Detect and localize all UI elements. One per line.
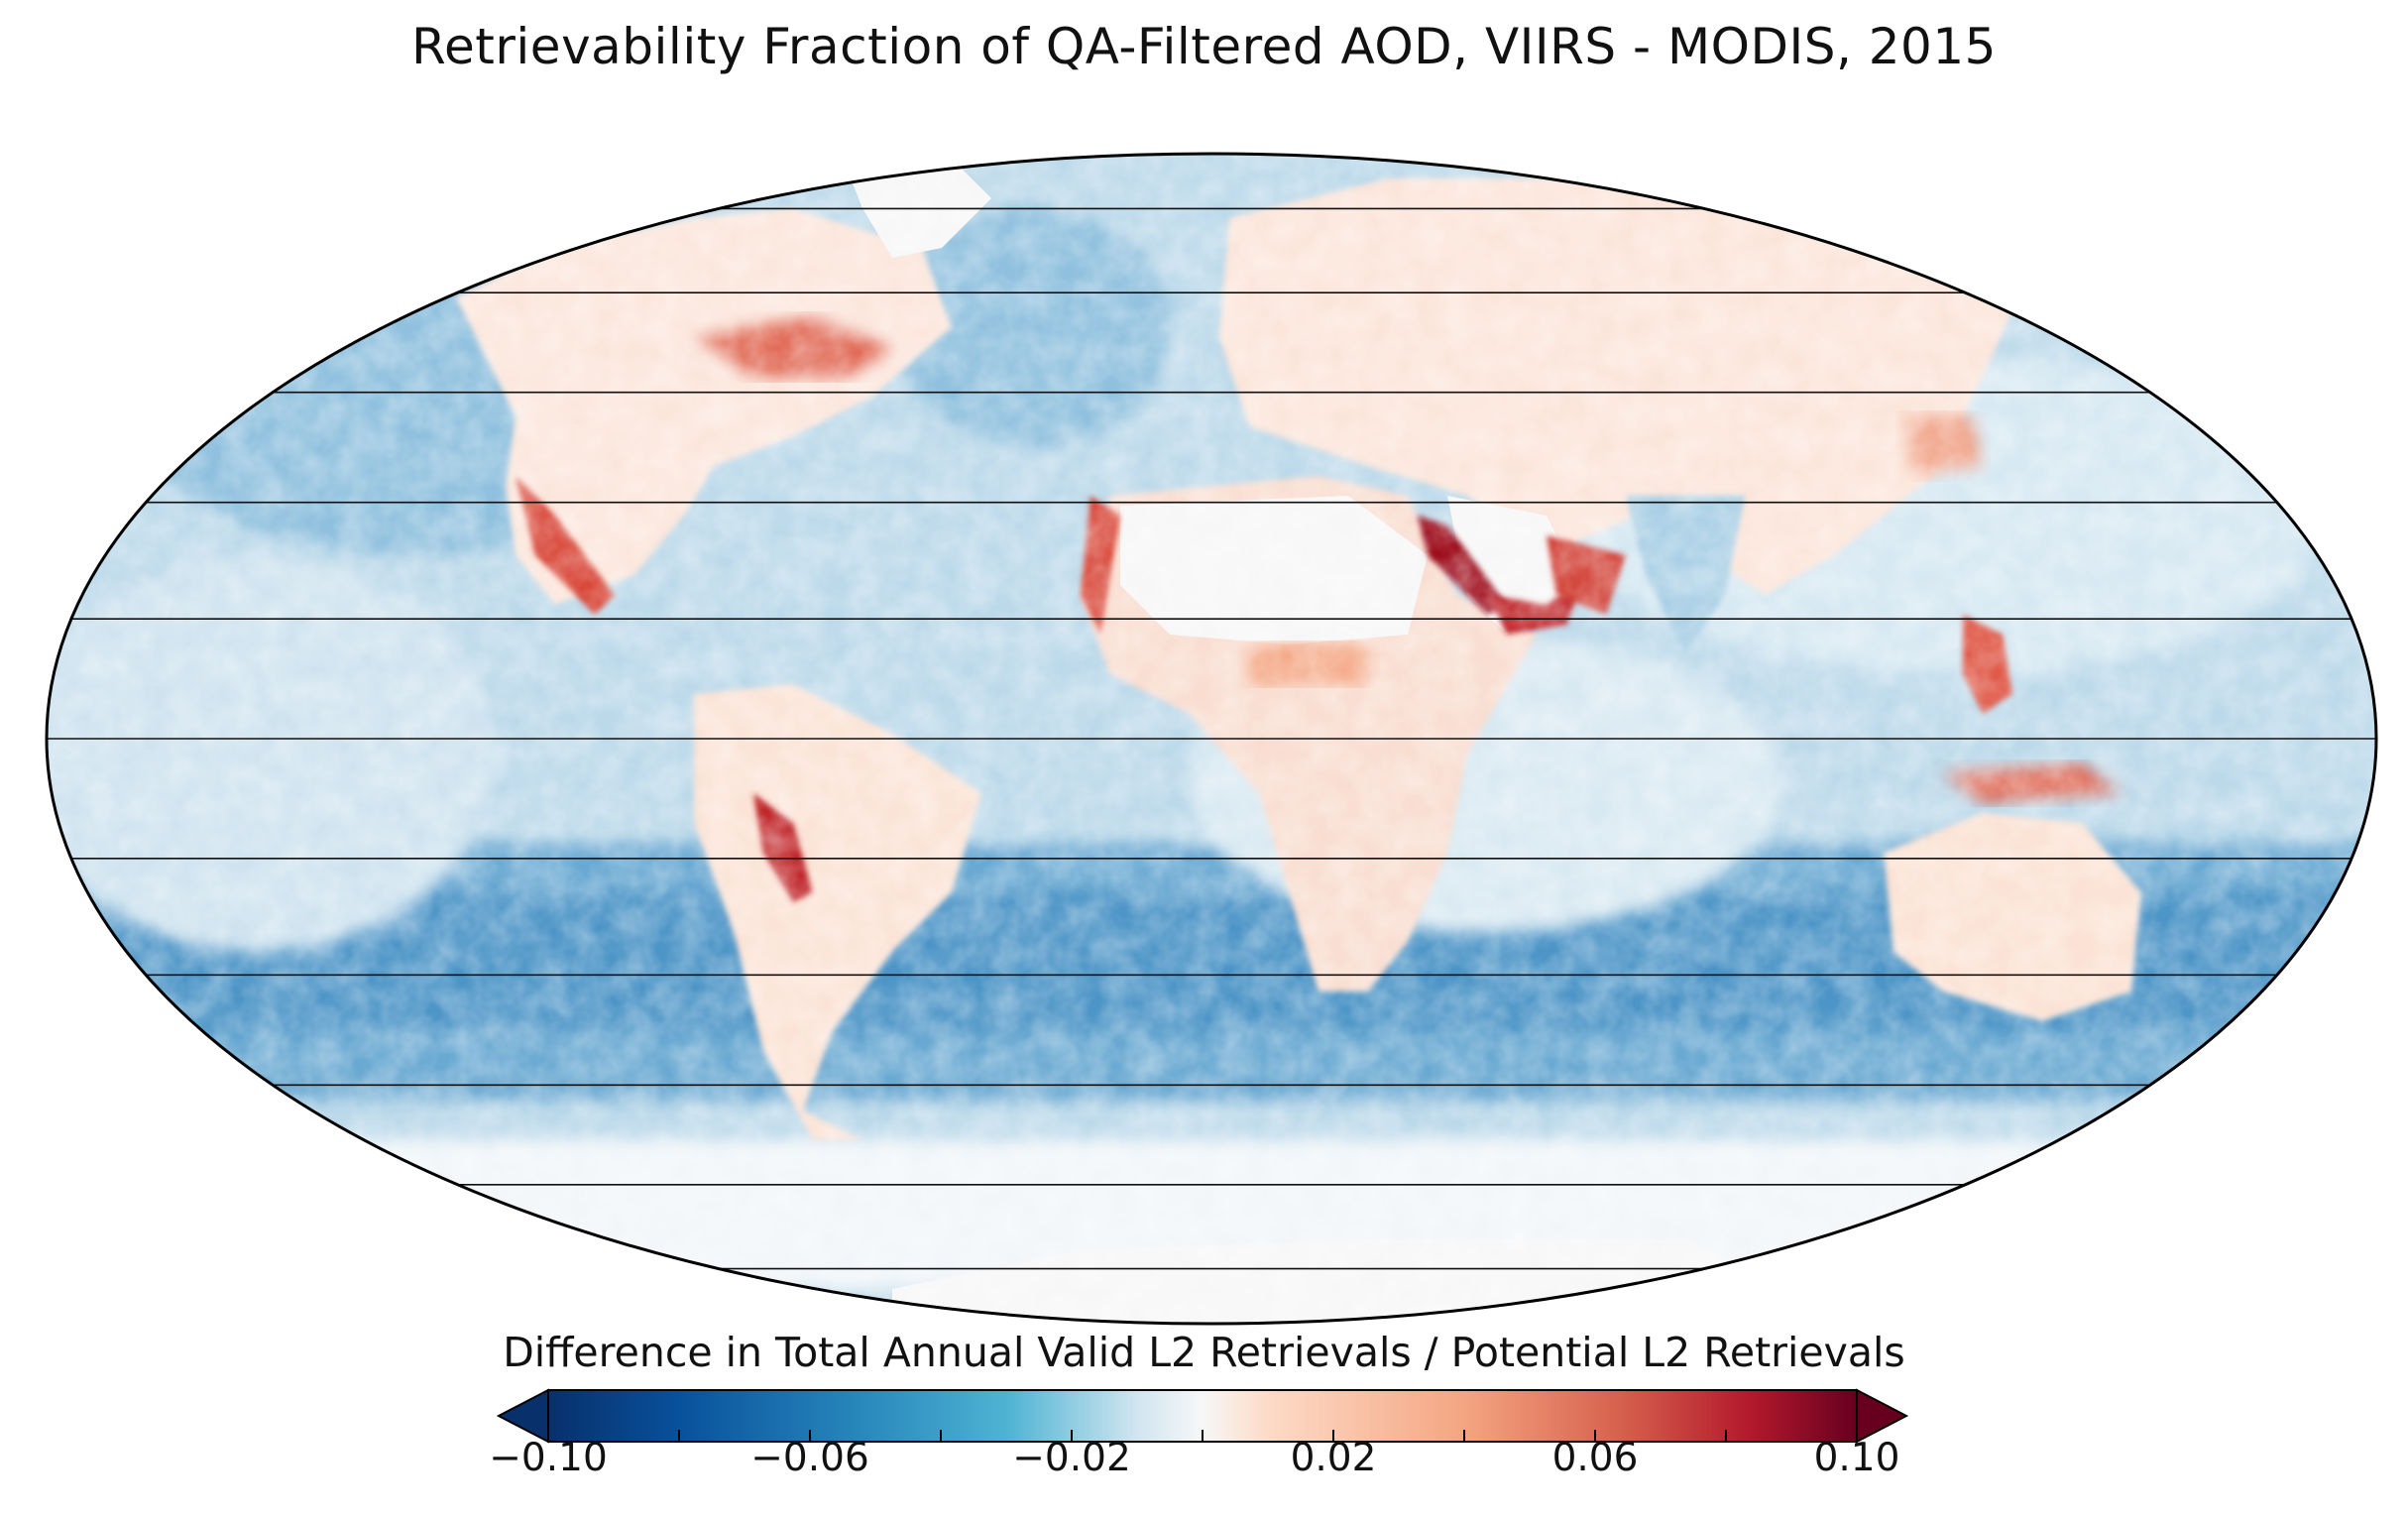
colorbar-tick-label: 0.02 [1290,1436,1377,1480]
colorbar-ticks [547,1430,1858,1442]
colorbar-tick-label: 0.06 [1551,1436,1639,1480]
colorbar-tick-label: −0.10 [489,1436,608,1480]
map-boundary [45,152,2378,1326]
colorbar-tick-label: 0.10 [1813,1436,1900,1480]
arrow-left-extend-icon [496,1388,549,1444]
map-data-layer [47,154,2376,1324]
colorbar-label: Difference in Total Annual Valid L2 Retr… [503,1329,1905,1376]
colorbar-tick-label: −0.02 [1012,1436,1131,1480]
graticule [47,207,2376,1270]
arrow-right-extend-icon [1856,1388,1909,1444]
colorbar [496,1388,1909,1444]
map-title: Retrievability Fraction of QA-Filtered A… [411,18,1997,75]
colorbar-tick-label: −0.06 [750,1436,869,1480]
